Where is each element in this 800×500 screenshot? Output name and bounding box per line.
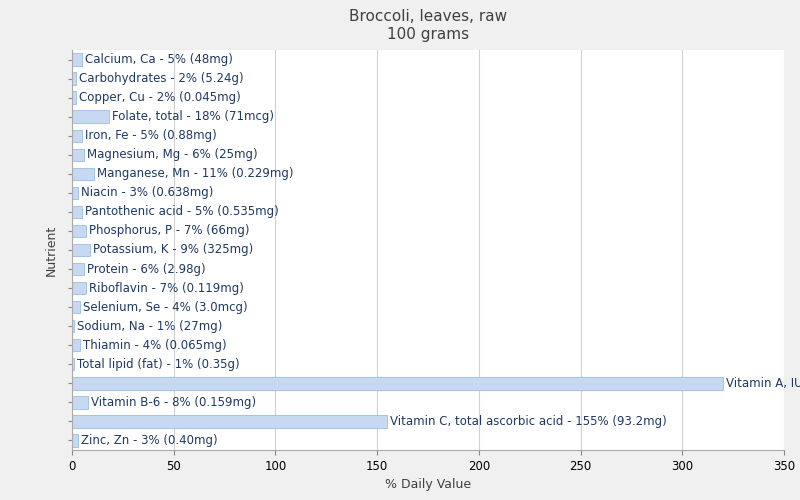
- Text: Riboflavin - 7% (0.119mg): Riboflavin - 7% (0.119mg): [90, 282, 244, 294]
- X-axis label: % Daily Value: % Daily Value: [385, 478, 471, 492]
- Bar: [72, 396, 88, 408]
- Bar: [72, 339, 80, 351]
- Text: Vitamin A, IU - 320% (16000IU): Vitamin A, IU - 320% (16000IU): [726, 377, 800, 390]
- Bar: [72, 92, 76, 104]
- Bar: [72, 358, 74, 370]
- Text: Potassium, K - 9% (325mg): Potassium, K - 9% (325mg): [94, 244, 254, 256]
- Bar: [72, 434, 78, 446]
- Bar: [72, 130, 82, 142]
- Bar: [72, 225, 86, 237]
- Text: Phosphorus, P - 7% (66mg): Phosphorus, P - 7% (66mg): [90, 224, 250, 237]
- Text: Thiamin - 4% (0.065mg): Thiamin - 4% (0.065mg): [83, 338, 227, 351]
- Title: Broccoli, leaves, raw
100 grams: Broccoli, leaves, raw 100 grams: [349, 10, 507, 42]
- Bar: [72, 301, 80, 314]
- Bar: [72, 415, 387, 428]
- Text: Iron, Fe - 5% (0.88mg): Iron, Fe - 5% (0.88mg): [86, 129, 217, 142]
- Bar: [72, 263, 84, 275]
- Bar: [72, 54, 82, 66]
- Text: Copper, Cu - 2% (0.045mg): Copper, Cu - 2% (0.045mg): [79, 91, 241, 104]
- Bar: [72, 148, 84, 161]
- Bar: [72, 72, 76, 85]
- Text: Sodium, Na - 1% (27mg): Sodium, Na - 1% (27mg): [77, 320, 222, 332]
- Text: Pantothenic acid - 5% (0.535mg): Pantothenic acid - 5% (0.535mg): [86, 206, 279, 218]
- Text: Vitamin B-6 - 8% (0.159mg): Vitamin B-6 - 8% (0.159mg): [91, 396, 257, 409]
- Text: Magnesium, Mg - 6% (25mg): Magnesium, Mg - 6% (25mg): [87, 148, 258, 162]
- Text: Total lipid (fat) - 1% (0.35g): Total lipid (fat) - 1% (0.35g): [77, 358, 240, 371]
- Bar: [72, 168, 94, 180]
- Bar: [72, 206, 82, 218]
- Bar: [72, 377, 723, 390]
- Bar: [72, 110, 109, 123]
- Y-axis label: Nutrient: Nutrient: [45, 224, 58, 276]
- Text: Protein - 6% (2.98g): Protein - 6% (2.98g): [87, 262, 206, 276]
- Text: Niacin - 3% (0.638mg): Niacin - 3% (0.638mg): [81, 186, 214, 200]
- Bar: [72, 282, 86, 294]
- Bar: [72, 320, 74, 332]
- Text: Folate, total - 18% (71mcg): Folate, total - 18% (71mcg): [112, 110, 274, 123]
- Text: Vitamin C, total ascorbic acid - 155% (93.2mg): Vitamin C, total ascorbic acid - 155% (9…: [390, 415, 667, 428]
- Bar: [72, 186, 78, 199]
- Text: Manganese, Mn - 11% (0.229mg): Manganese, Mn - 11% (0.229mg): [98, 168, 294, 180]
- Text: Carbohydrates - 2% (5.24g): Carbohydrates - 2% (5.24g): [79, 72, 244, 85]
- Text: Calcium, Ca - 5% (48mg): Calcium, Ca - 5% (48mg): [86, 53, 233, 66]
- Text: Selenium, Se - 4% (3.0mcg): Selenium, Se - 4% (3.0mcg): [83, 300, 248, 314]
- Text: Zinc, Zn - 3% (0.40mg): Zinc, Zn - 3% (0.40mg): [81, 434, 218, 447]
- Bar: [72, 244, 90, 256]
